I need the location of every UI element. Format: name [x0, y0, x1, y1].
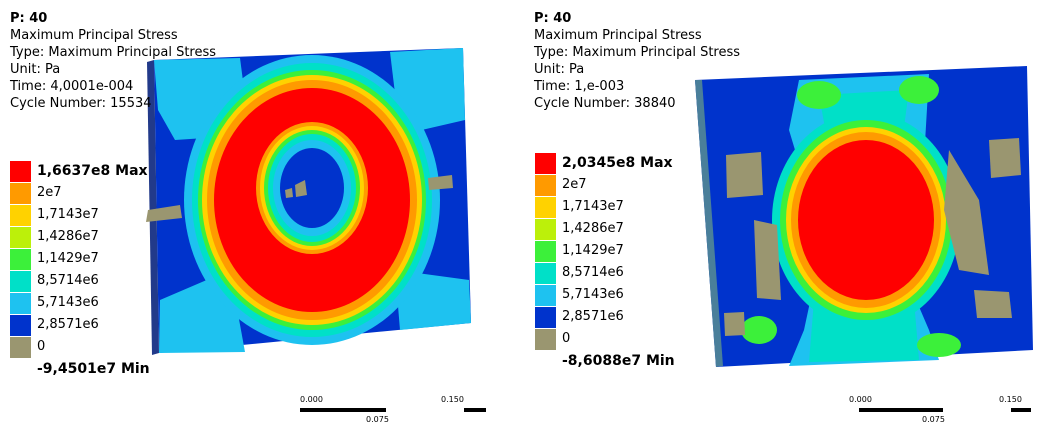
legend-row: 8,5714e6 [10, 270, 99, 292]
legend-swatch [10, 336, 31, 358]
scale-bar-segment [464, 408, 486, 412]
legend-row: 2e7 [10, 182, 62, 204]
legend-row: 1,1429e7 [10, 248, 99, 270]
result-type: Type: Maximum Principal Stress [534, 45, 741, 60]
result-info: P: 40 Maximum Principal Stress Type: Max… [10, 10, 216, 112]
legend-label: 2,8571e6 [562, 309, 624, 324]
scale-start-label: 0.000 [849, 395, 872, 404]
result-unit: Unit: Pa [534, 62, 585, 77]
scale-end-label: 0.150 [441, 395, 464, 404]
scale-mid-label: 0.075 [366, 415, 389, 424]
result-cycle: Cycle Number: 15534 [10, 96, 152, 111]
legend-row: 2,8571e6 [10, 314, 99, 336]
legend-swatch [535, 262, 556, 284]
legend-label: 2e7 [37, 185, 62, 200]
legend-swatch [535, 240, 556, 262]
scale-end-label: 0.150 [999, 395, 1022, 404]
legend-row: 2,0345e8 Max [535, 152, 673, 174]
result-name: Maximum Principal Stress [534, 28, 702, 43]
legend-row: -9,4501e7 Min [10, 358, 150, 380]
legend-swatch [10, 204, 31, 226]
legend-swatch [10, 270, 31, 292]
legend-label: 8,5714e6 [37, 273, 99, 288]
result-info: P: 40 Maximum Principal Stress Type: Max… [534, 10, 740, 112]
legend-row: 5,7143e6 [10, 292, 99, 314]
legend-row: -8,6088e7 Min [535, 350, 675, 372]
legend-label: 2,8571e6 [37, 317, 99, 332]
legend-row: 1,7143e7 [535, 196, 624, 218]
stress-contour-plot[interactable] [0, 0, 519, 430]
legend-row: 2e7 [535, 174, 587, 196]
result-time: Time: 4,0001e-004 [10, 79, 134, 94]
legend-label: 5,7143e6 [37, 295, 99, 310]
legend-label-min: -9,4501e7 Min [37, 361, 150, 377]
legend-row: 0 [10, 336, 45, 358]
legend-swatch [10, 182, 31, 204]
stress-contour-plot[interactable] [519, 0, 1038, 430]
legend-label: 1,1429e7 [37, 251, 99, 266]
scale-start-label: 0.000 [300, 395, 323, 404]
legend-swatch [10, 160, 31, 182]
legend-swatch [535, 328, 556, 350]
legend-label-max: 2,0345e8 Max [562, 155, 673, 171]
scale-bar-segment [1011, 408, 1031, 412]
legend-swatch [10, 359, 31, 380]
legend-label: 1,7143e7 [562, 199, 624, 214]
result-time: Time: 1,e-003 [534, 79, 625, 94]
legend-label-min: -8,6088e7 Min [562, 353, 675, 369]
result-panel-left: P: 40 Maximum Principal Stress Type: Max… [0, 0, 519, 430]
legend-swatch [10, 314, 31, 336]
legend-swatch [535, 351, 556, 372]
scale-bar: 0.000 0.150 0.075 [849, 395, 1034, 425]
legend-label: 1,7143e7 [37, 207, 99, 222]
result-type: Type: Maximum Principal Stress [10, 45, 217, 60]
legend-label: 1,4286e7 [37, 229, 99, 244]
legend-label: 8,5714e6 [562, 265, 624, 280]
legend-label: 0 [37, 339, 46, 354]
legend-swatch [535, 152, 556, 174]
legend-row: 5,7143e6 [535, 284, 624, 306]
legend-label: 1,1429e7 [562, 243, 624, 258]
legend-swatch [535, 196, 556, 218]
probe-title: P: 40 [534, 11, 572, 26]
legend-swatch [10, 248, 31, 270]
color-legend: 2,0345e8 Max 2e7 1,7143e7 1,4286e7 1,142… [535, 152, 705, 372]
legend-row: 2,8571e6 [535, 306, 624, 328]
legend-label: 1,4286e7 [562, 221, 624, 236]
legend-row: 1,4286e7 [535, 218, 624, 240]
result-cycle: Cycle Number: 38840 [534, 96, 676, 111]
probe-title: P: 40 [10, 11, 48, 26]
legend-swatch [10, 226, 31, 248]
legend-swatch [535, 174, 556, 196]
legend-swatch [535, 306, 556, 328]
result-name: Maximum Principal Stress [10, 28, 178, 43]
legend-swatch [535, 284, 556, 306]
legend-row: 0 [535, 328, 570, 350]
legend-label: 5,7143e6 [562, 287, 624, 302]
legend-row: 1,7143e7 [10, 204, 99, 226]
legend-label: 2e7 [562, 177, 587, 192]
result-panel-right: P: 40 Maximum Principal Stress Type: Max… [519, 0, 1038, 430]
plate-edge [695, 80, 723, 367]
result-unit: Unit: Pa [10, 62, 61, 77]
scale-bar-segment [300, 408, 386, 412]
color-legend: 1,6637e8 Max 2e7 1,7143e7 1,4286e7 1,142… [10, 160, 160, 380]
legend-row: 1,6637e8 Max [10, 160, 148, 182]
plate-edge [147, 60, 159, 355]
legend-row: 8,5714e6 [535, 262, 624, 284]
legend-row: 1,4286e7 [10, 226, 99, 248]
legend-label: 0 [562, 331, 571, 346]
scale-mid-label: 0.075 [922, 415, 945, 424]
legend-swatch [10, 292, 31, 314]
legend-row: 1,1429e7 [535, 240, 624, 262]
scale-bar: 0.000 0.150 0.075 [300, 395, 500, 425]
scale-bar-segment [859, 408, 943, 412]
legend-swatch [535, 218, 556, 240]
legend-label-max: 1,6637e8 Max [37, 163, 148, 179]
